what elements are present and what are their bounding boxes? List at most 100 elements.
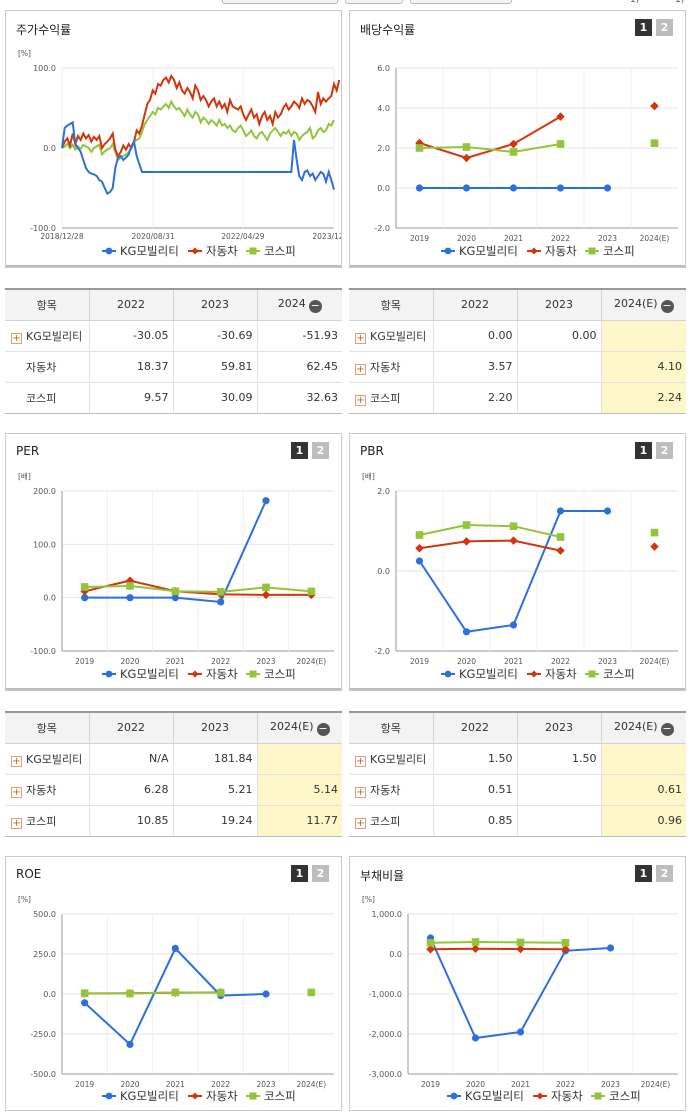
pbr-chart: 2.0 0.0 -2.0 [배] 2019 2020 2021 2022 2023 2024(E)… xyxy=(362,472,678,681)
row-label[interactable]: + 자동차 xyxy=(349,351,433,383)
legend-label: KG모빌리티 xyxy=(459,244,518,258)
kospi-marker xyxy=(262,583,270,592)
kg-marker xyxy=(415,557,424,565)
row-label[interactable]: + KG모빌리티 xyxy=(5,743,89,775)
header-2022: 2022 xyxy=(432,288,517,321)
table-cell: -51.93 xyxy=(256,320,342,352)
legend-label: 코스피 xyxy=(264,667,296,681)
legend-marker xyxy=(105,247,113,255)
tab-1[interactable]: 1 xyxy=(291,865,308,882)
minus-circle-icon[interactable]: − xyxy=(316,721,330,736)
plus-box-icon[interactable]: + xyxy=(355,786,366,798)
row-label[interactable]: + 자동차 xyxy=(349,774,433,806)
tab-2[interactable]: 2 xyxy=(656,865,673,882)
table-cell: -30.69 xyxy=(172,320,257,352)
plus-box-icon[interactable]: + xyxy=(355,394,366,406)
tab-1[interactable]: 1 xyxy=(635,442,652,459)
y-tick-label: 6.0 xyxy=(377,64,390,73)
row-label-text: 코스피 xyxy=(26,814,57,828)
legend-item-auto: 자동차 xyxy=(533,1089,583,1103)
legend-item-kg: KG모빌리티 xyxy=(102,244,179,258)
kg-marker xyxy=(509,621,518,629)
auto-series-line xyxy=(84,579,312,596)
plus-box-icon[interactable]: + xyxy=(11,786,22,798)
row-label[interactable]: + KG모빌리티 xyxy=(349,743,433,775)
roe-title: ROE xyxy=(16,867,42,881)
plus-box-icon[interactable]: + xyxy=(355,755,366,767)
kg-marker xyxy=(126,594,134,602)
header-2022: 2022 xyxy=(432,711,517,744)
x-tick-label: 2020 xyxy=(457,234,476,243)
auto-marker xyxy=(462,537,471,546)
dividend-yield-title: 배당수익률 xyxy=(360,23,416,37)
kospi-marker xyxy=(415,531,424,539)
tab-1[interactable]: 1 xyxy=(635,865,652,882)
legend-label: KG모빌리티 xyxy=(120,244,179,258)
tab-1[interactable]: 1 xyxy=(635,19,652,36)
kg-marker xyxy=(262,990,270,998)
tab-2[interactable]: 2 xyxy=(312,865,329,882)
tab-1[interactable]: 1 xyxy=(291,442,308,459)
divider xyxy=(6,688,341,690)
x-tick-label: 2021 xyxy=(511,1080,530,1089)
row-label-text: 자동차 xyxy=(26,783,57,797)
table-row: + 자동차 3.57 4.10 xyxy=(349,351,686,383)
legend-label: KG모빌리티 xyxy=(120,1089,179,1103)
tab-2[interactable]: 2 xyxy=(656,442,673,459)
table-cell: 32.63 xyxy=(256,382,342,414)
legend-label: 코스피 xyxy=(264,1089,296,1103)
minus-circle-icon[interactable]: − xyxy=(660,298,674,313)
x-tick-label: 2023 xyxy=(601,1080,620,1089)
legend-item-kg: KG모빌리티 xyxy=(447,1089,524,1103)
row-label-text: 코스피 xyxy=(370,814,401,828)
unit-label: [배] xyxy=(362,472,375,481)
legend-marker xyxy=(191,670,199,678)
tab-2[interactable]: 2 xyxy=(656,19,673,36)
legend-label: 코스피 xyxy=(609,1089,641,1103)
row-label[interactable]: + 코스피 xyxy=(349,805,433,837)
table-row: + 자동차 6.28 5.21 5.14 xyxy=(5,774,342,806)
x-tick-label: 2024(E) xyxy=(296,657,326,666)
legend-label: 코스피 xyxy=(603,244,635,258)
plus-box-icon[interactable]: + xyxy=(355,332,366,344)
table-cell: 10.85 xyxy=(88,805,173,837)
header-2024: 2024− xyxy=(256,288,342,321)
per-title: PER xyxy=(16,444,40,458)
row-label[interactable]: + 코스피 xyxy=(349,382,433,414)
auto-marker xyxy=(261,590,271,600)
y-tick-label: 0.0 xyxy=(389,950,402,959)
plus-box-icon[interactable]: + xyxy=(11,817,22,829)
plus-box-icon[interactable]: + xyxy=(11,332,22,344)
y-tick-label: 200.0 xyxy=(33,487,56,496)
y-tick-label: -2.0 xyxy=(374,224,390,233)
row-label[interactable]: + KG모빌리티 xyxy=(349,320,433,352)
toolbar-button-3[interactable] xyxy=(410,0,512,4)
kospi-marker xyxy=(171,988,180,997)
divider xyxy=(350,265,685,267)
header-2023: 2023 xyxy=(172,288,257,321)
kospi-marker xyxy=(80,989,89,997)
row-label[interactable]: + 코스피 xyxy=(5,805,89,837)
kg-marker xyxy=(462,628,471,636)
legend-marker xyxy=(450,1092,458,1100)
table-cell: 6.28 xyxy=(88,774,173,806)
toolbar-button-1[interactable] xyxy=(222,0,338,4)
table-cell: 0.00 xyxy=(432,320,517,352)
minus-circle-icon[interactable]: − xyxy=(308,298,322,313)
kospi-marker xyxy=(426,939,435,947)
tab-2[interactable]: 2 xyxy=(312,442,329,459)
header-2022: 2022 xyxy=(88,711,173,744)
kg-marker xyxy=(462,184,471,192)
row-label[interactable]: + 자동차 xyxy=(5,774,89,806)
y-tick-label: -500.0 xyxy=(30,1070,56,1079)
row-label[interactable]: + KG모빌리티 xyxy=(5,320,89,352)
plus-box-icon[interactable]: + xyxy=(355,363,366,375)
row-label-text: 자동차 xyxy=(370,360,401,374)
x-tick-label: 2020 xyxy=(120,1080,139,1089)
kospi-marker xyxy=(126,989,134,998)
plus-box-icon[interactable]: + xyxy=(11,755,22,767)
dividend-yield-chart: 6.0 4.0 2.0 0.0 -2.0 2019 2020 2021 2022 2023 2024… xyxy=(374,64,678,258)
plus-box-icon[interactable]: + xyxy=(355,817,366,829)
toolbar-button-2[interactable] xyxy=(345,0,403,4)
minus-circle-icon[interactable]: − xyxy=(660,721,674,736)
